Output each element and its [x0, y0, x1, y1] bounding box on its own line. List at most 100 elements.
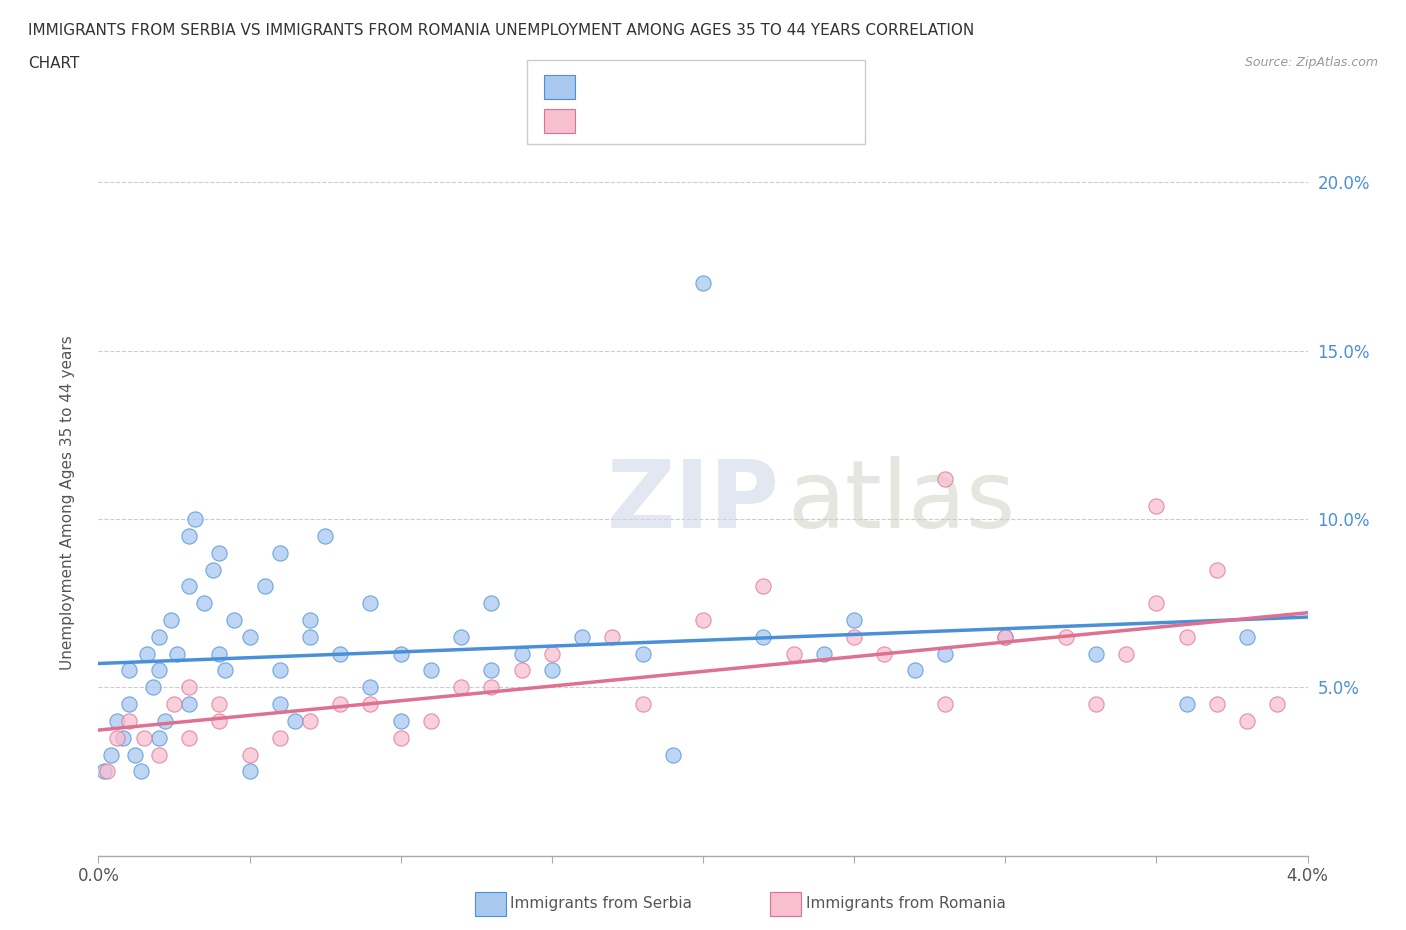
Point	[269, 663, 291, 678]
Point	[904, 663, 927, 678]
Point	[118, 663, 141, 678]
Point	[1085, 697, 1108, 711]
Point	[873, 646, 896, 661]
Point	[329, 646, 352, 661]
Point	[239, 747, 262, 762]
Point	[208, 713, 231, 728]
Point	[208, 646, 231, 661]
Point	[389, 713, 412, 728]
Point	[844, 613, 866, 628]
Point	[269, 730, 291, 745]
Point	[1115, 646, 1137, 661]
Point	[481, 663, 503, 678]
Point	[1236, 630, 1258, 644]
Point	[153, 713, 176, 728]
Point	[202, 562, 225, 577]
Point	[1206, 697, 1229, 711]
Point	[163, 697, 186, 711]
Text: atlas: atlas	[787, 457, 1017, 548]
Point	[934, 646, 956, 661]
Point	[93, 764, 115, 779]
Point	[450, 680, 472, 695]
Text: IMMIGRANTS FROM SERBIA VS IMMIGRANTS FROM ROMANIA UNEMPLOYMENT AMONG AGES 35 TO : IMMIGRANTS FROM SERBIA VS IMMIGRANTS FRO…	[28, 23, 974, 38]
Point	[179, 578, 201, 593]
Point	[224, 613, 246, 628]
Point	[239, 764, 262, 779]
Point	[510, 663, 533, 678]
Point	[253, 578, 276, 593]
Point	[105, 713, 128, 728]
Text: CHART: CHART	[28, 56, 80, 71]
Point	[179, 528, 201, 543]
Point	[450, 630, 472, 644]
Text: 0.176: 0.176	[626, 78, 682, 96]
Point	[299, 713, 322, 728]
Point	[1146, 498, 1168, 513]
Point	[752, 578, 775, 593]
Point	[1175, 630, 1198, 644]
Point	[1146, 596, 1168, 611]
Point	[329, 697, 352, 711]
Text: ZIP: ZIP	[606, 457, 779, 548]
Point	[148, 730, 170, 745]
Point	[96, 764, 118, 779]
Text: 0.479: 0.479	[626, 112, 682, 129]
Point	[129, 764, 152, 779]
Text: R =: R =	[583, 78, 628, 96]
Text: Immigrants from Romania: Immigrants from Romania	[806, 897, 1005, 911]
Point	[118, 713, 141, 728]
Point	[124, 747, 146, 762]
Point	[571, 630, 593, 644]
Point	[179, 730, 201, 745]
Point	[208, 697, 231, 711]
Point	[132, 730, 155, 745]
Point	[214, 663, 236, 678]
Point	[420, 713, 443, 728]
Point	[510, 646, 533, 661]
Point	[160, 613, 183, 628]
Point	[661, 747, 683, 762]
Point	[179, 680, 201, 695]
Point	[994, 630, 1017, 644]
Point	[783, 646, 806, 661]
Point	[540, 663, 562, 678]
Point	[299, 613, 322, 628]
Point	[813, 646, 835, 661]
Point	[269, 545, 291, 560]
Point	[1206, 562, 1229, 577]
Point	[105, 730, 128, 745]
Point	[631, 697, 654, 711]
Point	[481, 680, 503, 695]
Point	[602, 630, 624, 644]
Point	[100, 747, 122, 762]
Text: 60: 60	[720, 78, 745, 96]
Point	[844, 630, 866, 644]
Point	[360, 680, 382, 695]
Point	[284, 713, 307, 728]
Point	[111, 730, 134, 745]
Text: Source: ZipAtlas.com: Source: ZipAtlas.com	[1244, 56, 1378, 69]
Point	[142, 680, 165, 695]
Point	[752, 630, 775, 644]
Point	[1267, 697, 1289, 711]
Point	[314, 528, 336, 543]
Text: 41: 41	[720, 112, 745, 129]
Point	[166, 646, 188, 661]
Point	[1085, 646, 1108, 661]
Point	[239, 630, 262, 644]
Point	[208, 545, 231, 560]
Point	[1054, 630, 1077, 644]
Point	[148, 630, 170, 644]
Point	[148, 747, 170, 762]
Point	[934, 697, 956, 711]
Point	[360, 697, 382, 711]
Point	[540, 646, 562, 661]
Point	[193, 596, 215, 611]
Point	[299, 630, 322, 644]
Point	[135, 646, 157, 661]
Point	[692, 276, 714, 291]
Point	[994, 630, 1017, 644]
Text: N =: N =	[668, 112, 725, 129]
Point	[420, 663, 443, 678]
Text: R =: R =	[583, 112, 628, 129]
